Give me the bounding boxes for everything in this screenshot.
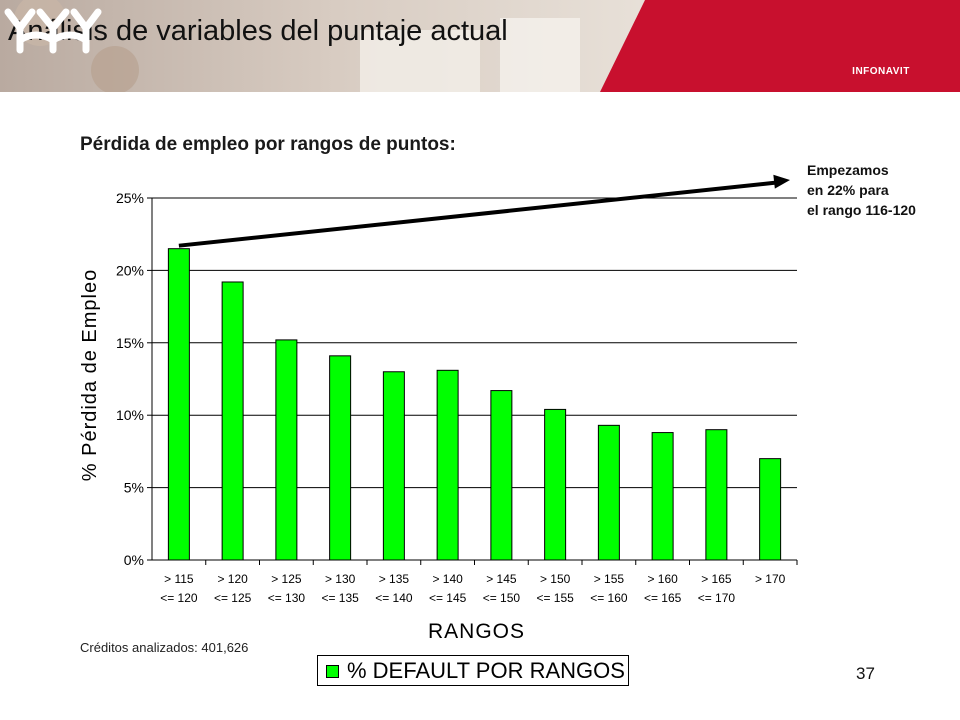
bar: [167, 248, 190, 561]
y-tick-label: 5%: [124, 480, 144, 496]
annotation-line: el rango 116-120: [807, 202, 916, 218]
x-tick-label: > 150: [540, 572, 571, 586]
annotation-line: Empezamos: [807, 162, 889, 178]
x-tick-label: > 165: [701, 572, 732, 586]
bar: [275, 339, 298, 561]
bar: [329, 355, 352, 561]
logo-wordmark: INFONAVIT: [852, 66, 910, 77]
x-tick-label: <= 150: [483, 591, 521, 605]
bar: [651, 432, 674, 561]
legend-swatch: [326, 665, 339, 678]
x-tick-label: <= 160: [590, 591, 628, 605]
x-tick-label: <= 125: [214, 591, 252, 605]
y-tick-label: 20%: [116, 262, 144, 278]
header-photo-figure: [91, 46, 139, 92]
x-tick-label: <= 135: [321, 591, 359, 605]
x-tick-label: <= 120: [160, 591, 198, 605]
annotation-arrow-line: [178, 180, 779, 248]
page-number: 37: [856, 664, 875, 683]
x-tick-label: <= 130: [268, 591, 306, 605]
header-photo-building: [360, 30, 480, 92]
x-tick-label: > 155: [594, 572, 625, 586]
y-tick-label: 10%: [116, 407, 144, 423]
x-tick-label: > 135: [379, 572, 410, 586]
slide-header: Análisis de variables del puntaje actual…: [0, 0, 960, 92]
footnote: Créditos analizados: 401,626: [80, 640, 249, 655]
bar: [490, 390, 513, 561]
annotation-line: en 22% para: [807, 182, 889, 198]
x-tick-label: > 120: [217, 572, 248, 586]
chart-legend: % DEFAULT POR RANGOS: [317, 655, 629, 686]
infonavit-logo-icon: [4, 8, 102, 54]
x-tick-label: <= 145: [429, 591, 467, 605]
x-tick-label: > 115: [164, 572, 194, 586]
x-tick-label: > 125: [271, 572, 302, 586]
x-tick-label: <= 140: [375, 591, 413, 605]
chart-subtitle: Pérdida de empleo por rangos de puntos:: [80, 134, 456, 155]
x-tick-label: > 145: [486, 572, 517, 586]
legend-label: % DEFAULT POR RANGOS: [347, 658, 625, 683]
y-tick-label: 25%: [116, 190, 144, 206]
bar: [705, 429, 728, 561]
x-axis-label: RANGOS: [428, 620, 525, 643]
x-tick-label: > 170: [755, 572, 786, 586]
y-tick-label: 0%: [124, 552, 144, 568]
header-red-panel: [600, 0, 960, 92]
x-tick-label: <= 165: [644, 591, 682, 605]
bar: [221, 281, 244, 561]
header-banner: [0, 0, 960, 92]
bar: [436, 369, 459, 561]
x-tick-label: > 130: [325, 572, 356, 586]
x-tick-label: <= 170: [698, 591, 736, 605]
bar: [597, 424, 620, 561]
annotation-text: Empezamos en 22% para el rango 116-120: [807, 160, 959, 220]
x-tick-label: <= 155: [536, 591, 574, 605]
bar: [544, 408, 567, 561]
y-axis-label: % Pérdida de Empleo: [79, 269, 101, 481]
x-tick-label: > 140: [432, 572, 463, 586]
x-tick-label: > 160: [647, 572, 678, 586]
y-tick-label: 15%: [116, 335, 144, 351]
header-photo-building: [500, 18, 580, 92]
bar: [759, 458, 782, 561]
annotation-arrow-head: [773, 174, 790, 189]
bar: [382, 371, 405, 561]
